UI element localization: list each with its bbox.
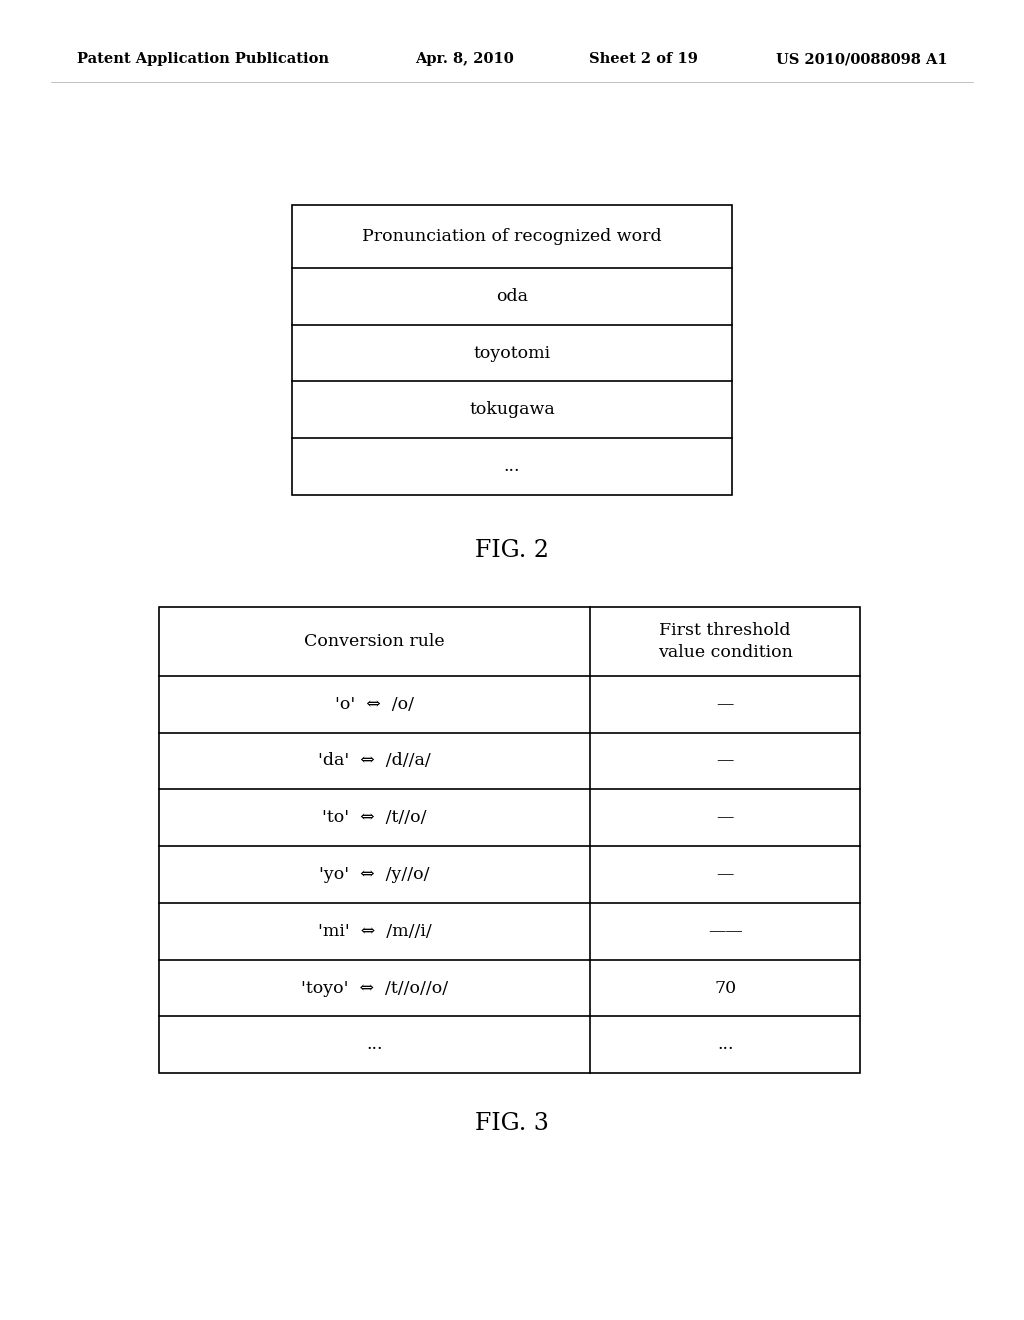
Text: 'yo'  ⇔  /y//o/: 'yo' ⇔ /y//o/: [319, 866, 430, 883]
Text: 'toyo'  ⇔  /t//o//o/: 'toyo' ⇔ /t//o//o/: [301, 979, 447, 997]
Text: ...: ...: [717, 1036, 733, 1053]
Text: Conversion rule: Conversion rule: [304, 634, 444, 649]
Text: oda: oda: [496, 288, 528, 305]
Text: ——: ——: [708, 923, 742, 940]
Text: 'to'  ⇔  /t//o/: 'to' ⇔ /t//o/: [323, 809, 427, 826]
Text: toyotomi: toyotomi: [473, 345, 551, 362]
Text: FIG. 2: FIG. 2: [475, 539, 549, 562]
Text: FIG. 3: FIG. 3: [475, 1111, 549, 1135]
Bar: [292, 205, 732, 495]
Text: 70: 70: [714, 979, 736, 997]
Text: 'o'  ⇔  /o/: 'o' ⇔ /o/: [335, 696, 414, 713]
Text: —: —: [717, 866, 734, 883]
Text: Apr. 8, 2010: Apr. 8, 2010: [415, 53, 513, 66]
Text: 'da'  ⇔  /d//a/: 'da' ⇔ /d//a/: [318, 752, 431, 770]
Text: Sheet 2 of 19: Sheet 2 of 19: [589, 53, 697, 66]
Text: ...: ...: [504, 458, 520, 475]
Text: tokugawa: tokugawa: [469, 401, 555, 418]
Text: —: —: [717, 696, 734, 713]
Text: Patent Application Publication: Patent Application Publication: [77, 53, 329, 66]
Text: ...: ...: [367, 1036, 383, 1053]
Bar: [159, 607, 860, 1073]
Text: Pronunciation of recognized word: Pronunciation of recognized word: [362, 228, 662, 244]
Text: First threshold
value condition: First threshold value condition: [657, 622, 793, 661]
Text: 'mi'  ⇔  /m//i/: 'mi' ⇔ /m//i/: [317, 923, 431, 940]
Text: US 2010/0088098 A1: US 2010/0088098 A1: [775, 53, 947, 66]
Text: —: —: [717, 809, 734, 826]
Text: —: —: [717, 752, 734, 770]
